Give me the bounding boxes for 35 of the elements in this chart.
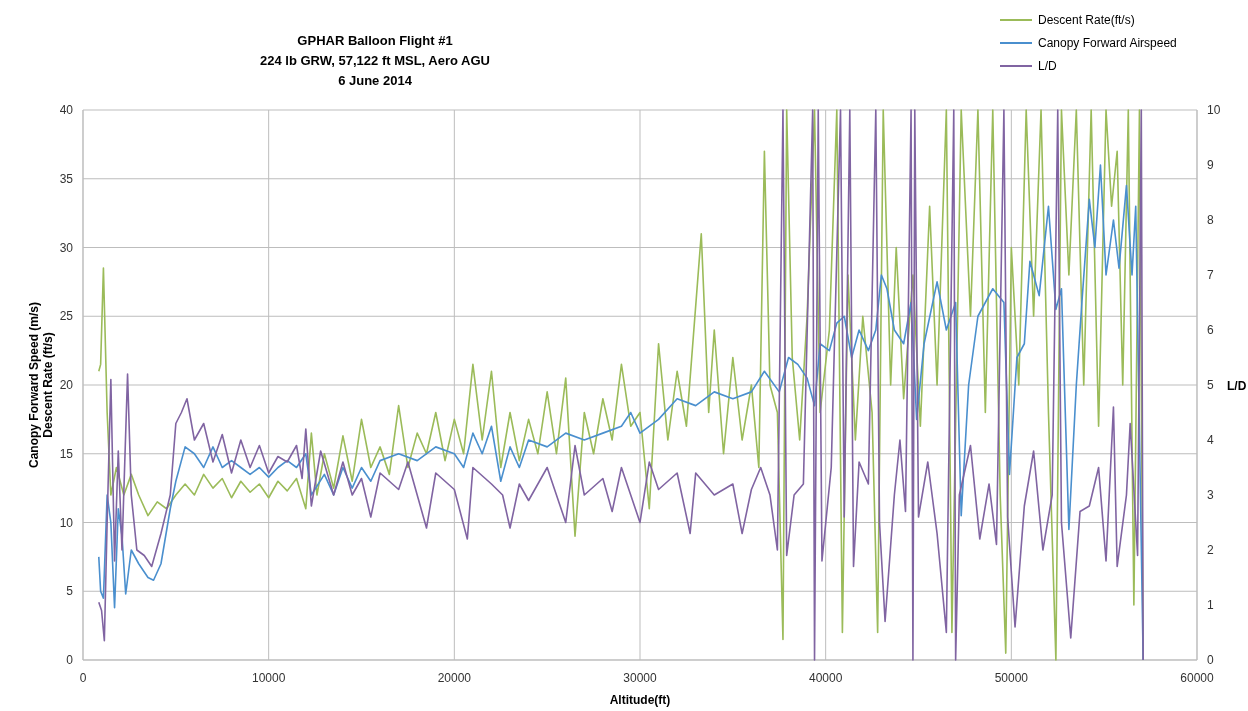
y2-tick-label: 1 — [1207, 598, 1214, 612]
x-tick-label: 40000 — [808, 671, 843, 685]
y2-axis-title: L/D — [1227, 379, 1247, 393]
y2-tick-label: 6 — [1207, 323, 1214, 337]
y2-tick-label: 2 — [1207, 543, 1214, 557]
y2-tick-label: 7 — [1207, 268, 1214, 282]
y-tick-label: 35 — [59, 171, 74, 186]
y-tick-label: 40 — [59, 103, 74, 117]
legend-label: Canopy Forward Airspeed — [1038, 36, 1177, 50]
y-tick-label: 30 — [59, 240, 74, 255]
y2-tick-label: 9 — [1207, 158, 1214, 172]
y-axis-title: Canopy Forward Speed (m/s) Descent Rate (ft/s) — [27, 301, 55, 469]
legend-label: Descent Rate(ft/s) — [1038, 13, 1135, 27]
y2-tick-label: 5 — [1207, 378, 1214, 392]
x-tick-label: 20000 — [437, 671, 472, 685]
x-tick-label: 10000 — [251, 671, 286, 685]
chart-title: GPHAR Balloon Flight #1 — [297, 33, 453, 48]
legend-label: L/D — [1038, 59, 1058, 73]
x-axis-title: Altitude(ft) — [609, 693, 671, 707]
y-tick-label: 20 — [59, 378, 74, 392]
y2-tick-label: 0 — [1207, 653, 1214, 667]
x-tick-label: 30000 — [623, 671, 658, 685]
chart-subtitle: 224 lb GRW, 57,122 ft MSL, Aero AGU 6 June 2014 — [260, 53, 490, 88]
y-tick-label: 15 — [59, 446, 74, 461]
x-tick-label: 60000 — [1180, 671, 1215, 685]
x-tick-label: 50000 — [994, 671, 1029, 685]
y-tick-label: 10 — [59, 515, 74, 530]
y-tick-label: 0 — [66, 653, 74, 667]
y2-tick-label: 3 — [1207, 488, 1214, 502]
y-tick-label: 25 — [59, 309, 74, 324]
x-tick-label: 0 — [79, 671, 87, 685]
y2-tick-label: 8 — [1207, 213, 1214, 227]
y-tick-label: 5 — [66, 584, 74, 599]
y2-tick-label: 4 — [1207, 433, 1214, 447]
y2-tick-label: 10 — [1207, 103, 1221, 117]
